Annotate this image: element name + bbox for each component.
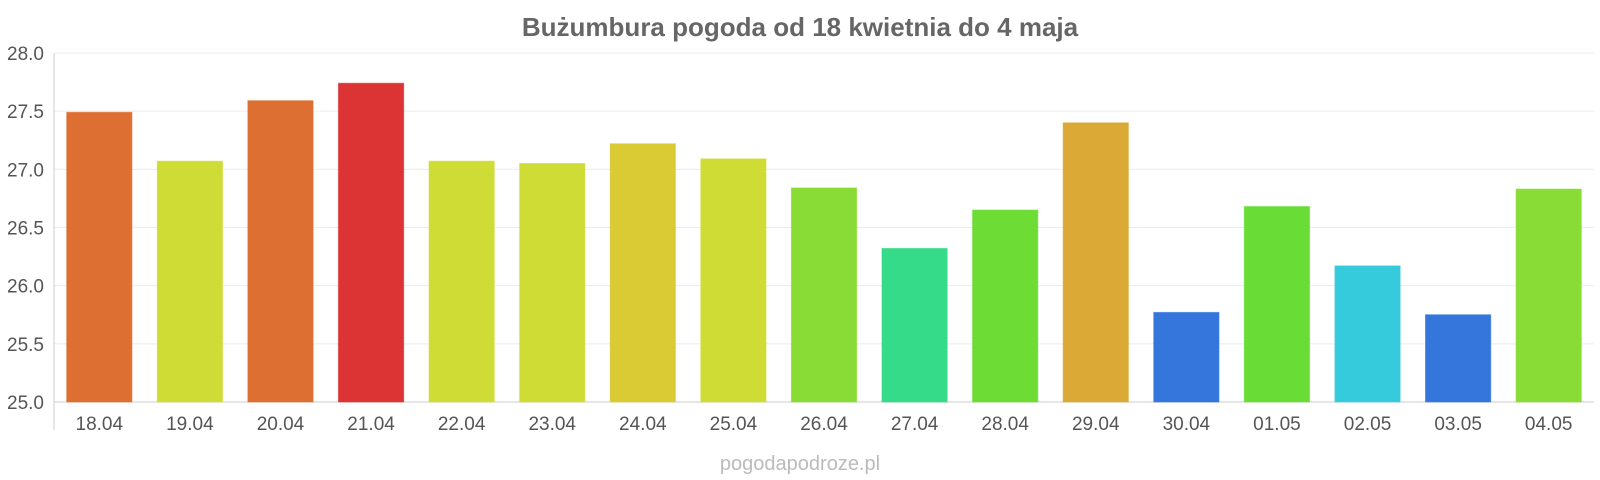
x-tick-label: 30.04 xyxy=(1163,414,1211,435)
bar-02.05 xyxy=(1334,265,1401,403)
bar-20.04 xyxy=(247,100,314,403)
x-tick-label: 23.04 xyxy=(528,414,576,435)
bar-03.05 xyxy=(1425,314,1492,403)
x-tick-label: 18.04 xyxy=(76,414,124,435)
y-tick-label: 26.0 xyxy=(7,277,44,298)
y-axis: 25.0 25.5 26.0 26.5 27.0 27.5 28.0 xyxy=(7,44,44,414)
bar-26.04 xyxy=(790,187,858,403)
y-tick-label: 25.5 xyxy=(7,335,44,356)
chart-title: Bużumbura pogoda od 18 kwietnia do 4 maj… xyxy=(522,12,1079,42)
bar-25.04 xyxy=(700,158,767,403)
bar-29.04 xyxy=(1062,122,1129,403)
x-tick-label: 28.04 xyxy=(981,414,1029,435)
bars xyxy=(66,82,1582,403)
bar-18.04 xyxy=(66,111,133,403)
y-tick-label: 27.5 xyxy=(7,102,44,123)
x-tick-label: 21.04 xyxy=(347,414,395,435)
x-tick-label: 29.04 xyxy=(1072,414,1120,435)
x-tick-label: 25.04 xyxy=(710,414,758,435)
bar-30.04 xyxy=(1153,311,1220,403)
bar-24.04 xyxy=(609,143,676,403)
bar-27.04 xyxy=(881,247,948,403)
x-axis: 18.04 19.04 20.04 21.04 22.04 23.04 24.04 25.04… xyxy=(76,414,1573,435)
y-tick-label: 25.0 xyxy=(7,393,44,414)
watermark: pogodapodroze.pl xyxy=(720,453,880,475)
bar-04.05 xyxy=(1515,188,1582,403)
x-tick-label: 22.04 xyxy=(438,414,486,435)
x-tick-label: 24.04 xyxy=(619,414,667,435)
bar-19.04 xyxy=(156,160,223,403)
x-tick-label: 01.05 xyxy=(1253,414,1301,435)
y-tick-label: 28.0 xyxy=(7,44,44,65)
bar-23.04 xyxy=(519,163,586,403)
bar-21.04 xyxy=(337,82,405,403)
x-tick-label: 03.05 xyxy=(1434,414,1482,435)
x-tick-label: 27.04 xyxy=(891,414,939,435)
x-tick-label: 04.05 xyxy=(1525,414,1573,435)
x-tick-label: 02.05 xyxy=(1344,414,1392,435)
bar-01.05 xyxy=(1243,206,1311,403)
y-tick-label: 27.0 xyxy=(7,160,44,181)
x-tick-label: 20.04 xyxy=(257,414,305,435)
x-tick-label: 26.04 xyxy=(800,414,848,435)
bar-28.04 xyxy=(972,209,1039,403)
y-tick-label: 26.5 xyxy=(7,219,44,240)
x-tick-label: 19.04 xyxy=(166,414,214,435)
bar-22.04 xyxy=(428,160,495,403)
